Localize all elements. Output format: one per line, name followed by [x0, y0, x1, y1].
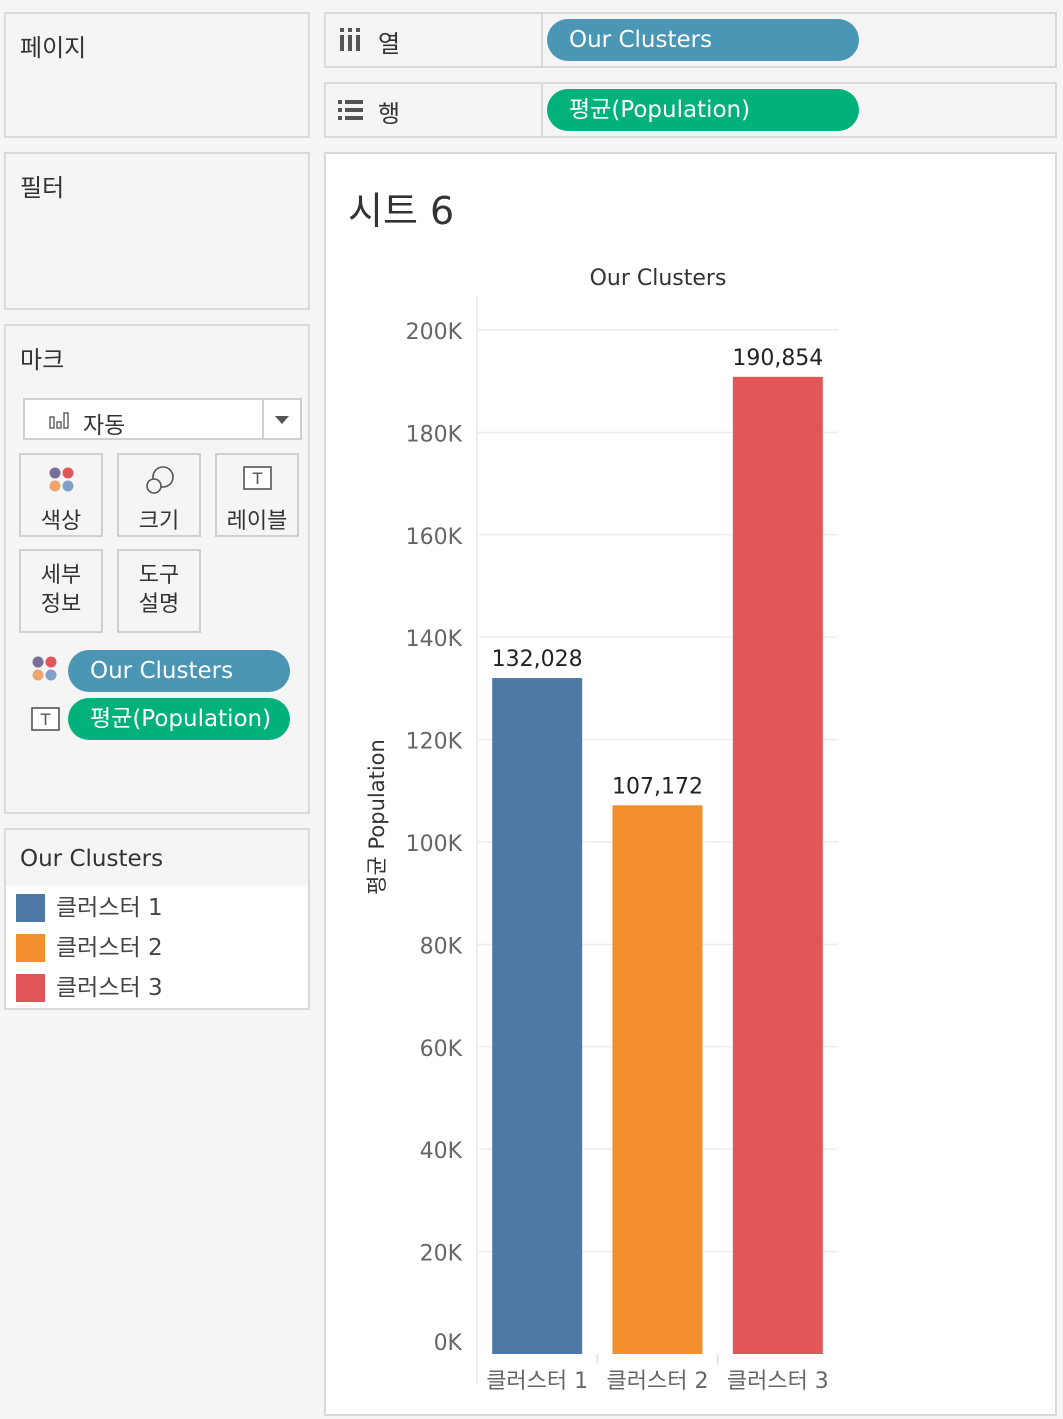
legend-swatch [16, 934, 45, 962]
rows-shelf[interactable]: 행 평균(Population) [324, 82, 1057, 138]
marks-color-pill[interactable]: Our Clusters [68, 650, 290, 692]
y-tick-label: 140K [406, 627, 463, 652]
label-button[interactable]: T 레이블 [215, 453, 299, 537]
marks-label-pill[interactable]: 평균(Population) [68, 698, 290, 740]
legend-item-label: 클러스터 1 [56, 895, 163, 921]
rows-shelf-label: 행 [378, 100, 401, 128]
bar-chart: Our Clusters 132,028 107,172 190,854 0K 20K… [365, 266, 838, 1394]
color-legend-panel: Our Clusters 클러스터 1 클러스터 2 클러스터 3 [4, 828, 310, 1010]
y-tick-label: 20K [420, 1242, 463, 1267]
chart-title: Our Clusters [590, 266, 727, 291]
label-button-label: 레이블 [226, 509, 288, 534]
pages-panel-title: 페이지 [20, 34, 87, 62]
color-field-icon [32, 656, 57, 681]
legend-item-label: 클러스터 2 [56, 935, 163, 961]
legend-swatch [16, 974, 45, 1002]
bar-value-label: 132,028 [492, 647, 583, 672]
y-axis-title: 평균 Population [365, 739, 389, 895]
y-tick-label: 180K [406, 422, 463, 447]
bar[interactable] [732, 376, 823, 1354]
color-button[interactable]: 색상 [19, 453, 103, 537]
y-tick-label: 60K [420, 1037, 463, 1062]
dropdown-arrow[interactable] [262, 400, 300, 438]
y-tick-label: 0K [434, 1331, 463, 1356]
svg-text:T: T [252, 469, 263, 488]
bar-chart-icon [49, 412, 69, 429]
sheet-title: 시트 6 [348, 189, 455, 233]
bar[interactable] [612, 805, 703, 1354]
tooltip-button-label-1: 도구 [138, 563, 180, 588]
worksheet-view: 시트 6 Our Clusters 132,028 107,172 190,854 … [324, 152, 1057, 1416]
y-tick-label: 40K [420, 1139, 463, 1164]
size-circles-icon [146, 466, 174, 494]
detail-button-label-1: 세부 [40, 563, 82, 588]
filters-panel-title: 필터 [20, 174, 65, 202]
x-tick-label: 클러스터 1 [486, 1369, 588, 1394]
y-tick-label: 100K [406, 832, 463, 857]
legend-items-area [6, 886, 308, 1008]
bar[interactable] [492, 678, 583, 1354]
size-button[interactable]: 크기 [117, 453, 201, 537]
columns-shelf[interactable]: 열 Our Clusters [324, 12, 1057, 68]
y-tick-label: 120K [406, 730, 463, 755]
marks-panel-title: 마크 [20, 346, 65, 374]
y-tick-label: 80K [420, 934, 463, 959]
text-label-icon: T [243, 466, 272, 490]
bar-value-label: 107,172 [612, 774, 703, 799]
marks-panel: 마크 자동 색상 크기 T [4, 324, 310, 814]
columns-pill[interactable]: Our Clusters [547, 19, 859, 61]
bar-value-label: 190,854 [732, 346, 823, 371]
tooltip-button-label-2: 설명 [138, 592, 180, 617]
mark-type-dropdown[interactable]: 자동 [23, 398, 302, 440]
size-button-label: 크기 [138, 509, 180, 534]
y-tick-label: 160K [406, 525, 463, 550]
columns-icon [340, 28, 360, 51]
mark-type-value: 자동 [83, 413, 126, 439]
x-tick-label: 클러스터 2 [607, 1369, 709, 1394]
filters-panel[interactable]: 필터 [4, 152, 310, 310]
detail-button[interactable]: 세부 정보 [19, 549, 103, 633]
shelf-divider [541, 84, 543, 136]
tooltip-button[interactable]: 도구 설명 [117, 549, 201, 633]
color-dots-icon [49, 467, 74, 492]
rows-icon [338, 100, 363, 120]
color-button-label: 색상 [40, 509, 82, 534]
shelf-divider [541, 14, 543, 66]
svg-text:T: T [40, 710, 51, 729]
chevron-down-icon [275, 416, 289, 424]
columns-shelf-label: 열 [378, 30, 401, 58]
legend-item-label: 클러스터 3 [56, 975, 163, 1001]
rows-pill[interactable]: 평균(Population) [547, 89, 859, 131]
label-field-icon: T [31, 707, 60, 731]
y-tick-label: 200K [406, 320, 463, 345]
detail-button-label-2: 정보 [40, 592, 82, 617]
legend-title: Our Clusters [20, 846, 164, 872]
x-tick-label: 클러스터 3 [727, 1369, 829, 1394]
legend-swatch [16, 894, 45, 922]
pages-panel[interactable]: 페이지 [4, 12, 310, 138]
